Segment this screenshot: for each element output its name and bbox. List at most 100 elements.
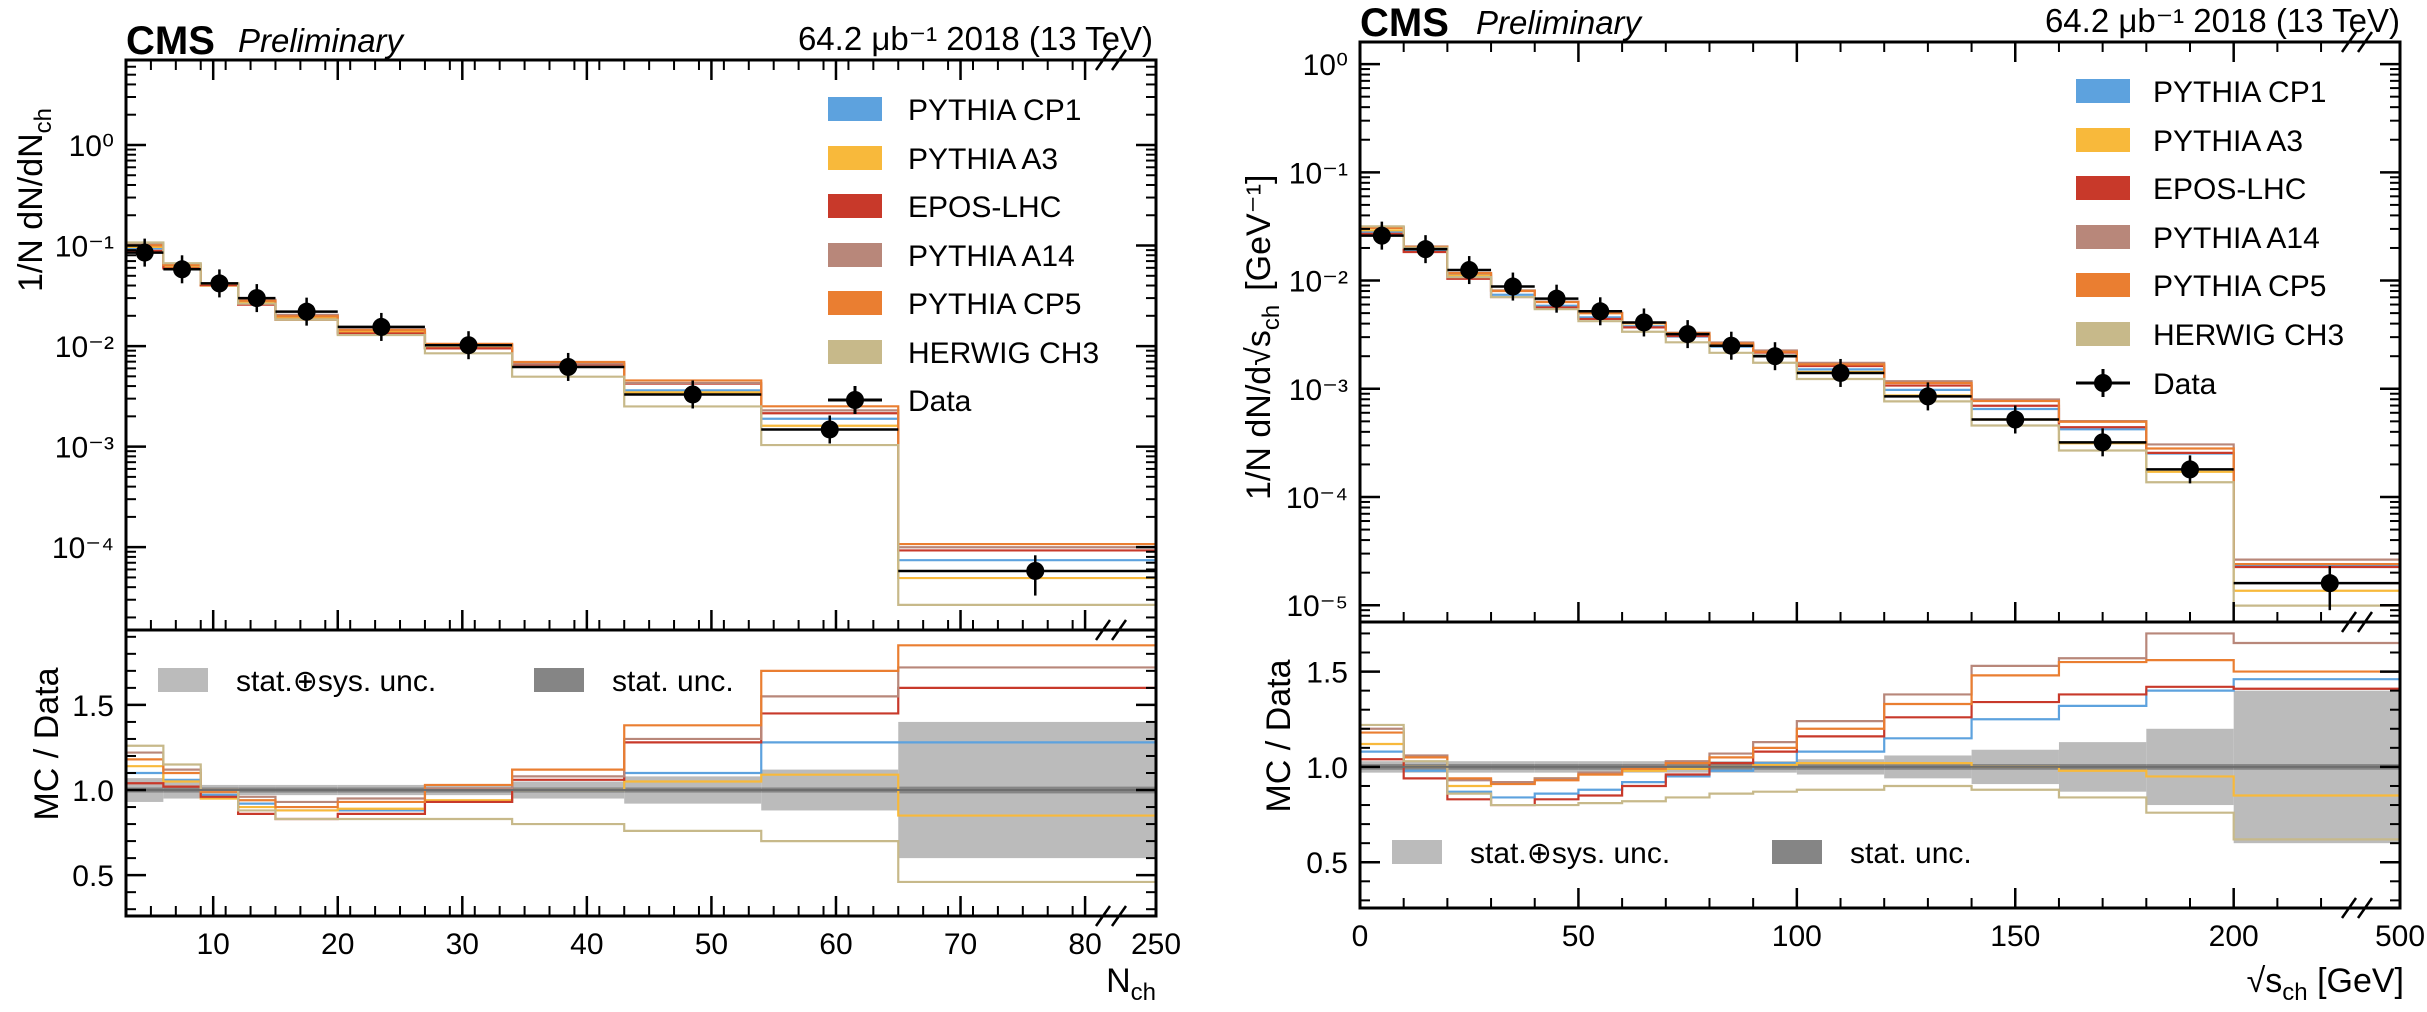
- data-point: [2093, 433, 2112, 452]
- x-tick-label: 150: [1990, 920, 2040, 953]
- legend-label-pythia-cp5: PYTHIA CP5: [2153, 270, 2326, 303]
- data-point: [1831, 363, 1850, 382]
- legend-label-epos-lhc: EPOS-LHC: [2153, 173, 2306, 206]
- legend-label-herwig-ch3: HERWIG CH3: [908, 337, 1099, 370]
- data-point: [1591, 302, 1610, 321]
- left-uncertainty-legend: stat.⊕sys. unc. stat. unc.: [158, 665, 734, 698]
- data-point: [1372, 226, 1391, 245]
- data-point: [1416, 240, 1435, 259]
- legend-label-stat-sys: stat.⊕sys. unc.: [1470, 837, 1670, 870]
- legend-swatch-stat: [1772, 840, 1822, 864]
- right-ratio-y-axis-label: MC / Data: [1260, 659, 1298, 812]
- legend-label-epos-lhc: EPOS-LHC: [908, 191, 1061, 224]
- svg-text:1/N dN/d√sch[GeV⁻¹]: 1/N dN/d√sch[GeV⁻¹]: [1240, 175, 1285, 500]
- x-tick-label: 100: [1772, 920, 1822, 953]
- legend-swatch-stat-sys: [1392, 840, 1442, 864]
- y-tick-label: 10⁻³: [55, 432, 114, 465]
- left-ratio-plot-content: [126, 644, 1156, 884]
- legend-label-pythia-cp1: PYTHIA CP1: [908, 94, 1081, 127]
- data-point: [1766, 347, 1784, 366]
- x-tick-label: 20: [321, 928, 354, 961]
- legend-swatch-stat: [534, 668, 584, 692]
- left-main-axes: 10⁻⁴ 10⁻³ 10⁻² 10⁻¹ 10⁰: [52, 59, 1156, 619]
- y-tick-label: 10⁻²: [55, 331, 114, 364]
- data-point: [1918, 387, 1937, 406]
- data-point: [683, 385, 702, 404]
- legend-swatch-stat-sys: [158, 668, 208, 692]
- y-tick-label: 10⁻⁵: [1286, 590, 1348, 623]
- x-tick-label: 70: [944, 928, 977, 961]
- legend-label-pythia-a14: PYTHIA A14: [908, 240, 1075, 273]
- left-ratio-y-axis-label: MC / Data: [28, 667, 66, 820]
- ratio-tick-label: 0.5: [72, 860, 114, 893]
- legend-swatch-herwig-ch3: [2076, 322, 2130, 346]
- y-tick-label: 10⁻⁴: [52, 532, 114, 565]
- x-tick-label: 250: [1131, 928, 1181, 961]
- data-point: [210, 274, 229, 293]
- data-point: [1460, 261, 1479, 280]
- ratio-tick-label: 1.5: [1306, 657, 1348, 690]
- legend-label-data: Data: [2153, 368, 2217, 401]
- legend-swatch-epos-lhc: [828, 194, 882, 218]
- right-status-label: Preliminary: [1476, 4, 1644, 41]
- data-point: [1026, 561, 1045, 580]
- data-point: [820, 420, 839, 439]
- legend-swatch-pythia-a3: [828, 146, 882, 170]
- left-x-axis: 10 20 30 40 50 60 70 80 250: [149, 60, 1181, 961]
- right-ratio-plot-content: [1360, 632, 2400, 844]
- x-tick-label: 500: [2375, 920, 2425, 953]
- left-status-label: Preliminary: [238, 22, 406, 59]
- left-axis-break: [1094, 49, 1128, 927]
- svg-text:√sch [GeV]: √sch [GeV]: [2247, 962, 2404, 1006]
- ratio-tick-label: 0.5: [1306, 847, 1348, 880]
- left-main-plot-content: [126, 238, 1156, 606]
- left-ratio-axes: 0.5 1.0 1.5: [72, 635, 1156, 911]
- data-point: [1634, 313, 1653, 332]
- legend-swatch-herwig-ch3: [828, 340, 882, 364]
- legend-swatch-epos-lhc: [2076, 176, 2130, 200]
- data-point: [2181, 460, 2199, 479]
- legend-swatch-pythia-cp5: [2076, 273, 2130, 297]
- right-main-plot-content: [1360, 221, 2400, 611]
- legend-swatch-pythia-a3: [2076, 128, 2130, 152]
- ratio-line-herwig-ch3: [1360, 723, 2400, 841]
- data-point: [135, 243, 154, 262]
- data-point: [2320, 574, 2339, 593]
- right-y-axis-label: 1/N dN/d√sch[GeV⁻¹]: [1240, 175, 1285, 500]
- left-legend: PYTHIA CP1 PYTHIA A3 EPOS-LHC PYTHIA A14…: [828, 94, 1099, 418]
- left-x-axis-label: Nch: [1106, 962, 1156, 1006]
- x-tick-label: 10: [197, 928, 230, 961]
- legend-label-pythia-a14: PYTHIA A14: [2153, 222, 2320, 255]
- right-ratio-axes: 0.5 1.0 1.5: [1306, 632, 2400, 902]
- ratio-line-pythia-cp5: [1360, 659, 2400, 786]
- data-point: [173, 260, 192, 279]
- y-tick-label: 10⁻¹: [55, 231, 114, 264]
- left-panel: CMS Preliminary 64.2 μb⁻¹ 2018 (13 TeV) …: [12, 19, 1181, 1006]
- ratio-tick-label: 1.0: [1306, 752, 1348, 785]
- legend-label-stat-sys: stat.⊕sys. unc.: [236, 665, 436, 698]
- right-x-axis: 0 50 100 150 200 500: [1352, 42, 2425, 953]
- legend-swatch-pythia-a14: [828, 243, 882, 267]
- right-panel: CMS Preliminary 64.2 μb⁻¹ 2018 (13 TeV) …: [1240, 1, 2425, 1006]
- data-point: [1547, 289, 1566, 308]
- ratio-tick-label: 1.5: [72, 690, 114, 723]
- right-legend: PYTHIA CP1 PYTHIA A3 EPOS-LHC PYTHIA A14…: [2076, 76, 2344, 401]
- x-tick-label: 200: [2209, 920, 2259, 953]
- right-uncertainty-legend: stat.⊕sys. unc. stat. unc.: [1392, 837, 1972, 870]
- x-tick-label: 0: [1352, 920, 1369, 953]
- data-point: [559, 357, 578, 376]
- left-y-axis-label: 1/N dN/dNch: [12, 108, 57, 292]
- legend-swatch-pythia-a14: [2076, 225, 2130, 249]
- ratio-tick-label: 1.0: [72, 775, 114, 808]
- legend-label-data: Data: [908, 385, 972, 418]
- legend-label-pythia-a3: PYTHIA A3: [908, 143, 1058, 176]
- legend-label-stat: stat. unc.: [1850, 837, 1972, 870]
- mc-line-pythia-cp5: [1360, 226, 2400, 566]
- y-tick-label: 10⁰: [69, 130, 114, 163]
- data-point: [247, 289, 266, 308]
- data-point: [2006, 410, 2025, 429]
- mc-line-herwig-ch3: [1360, 225, 2400, 607]
- x-tick-label: 40: [570, 928, 603, 961]
- y-tick-label: 10⁻³: [1289, 374, 1348, 407]
